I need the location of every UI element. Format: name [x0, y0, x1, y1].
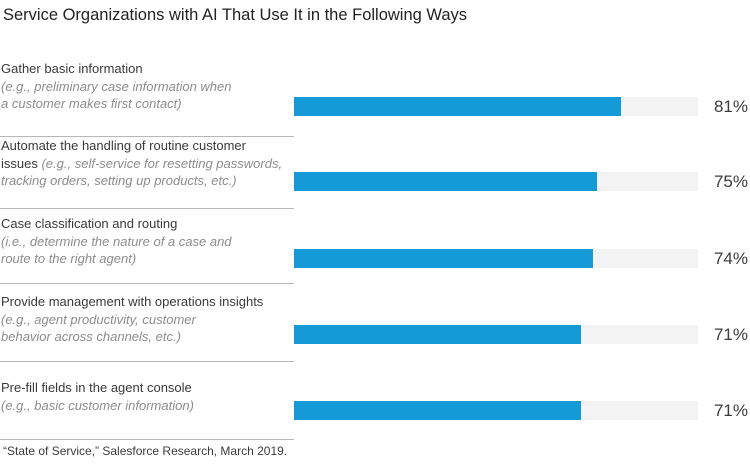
- value-label: 71%: [713, 401, 748, 420]
- category-example: (e.g., self-service for resetting passwo…: [37, 155, 283, 171]
- category-label-line: issues (e.g., self-service for resetting…: [1, 155, 293, 173]
- category-label-line: Automate the handling of routine custome…: [1, 137, 293, 155]
- bar: [294, 249, 593, 268]
- category-label-line: Pre-fill fields in the agent console: [1, 379, 293, 397]
- category-example: tracking orders, setting up products, et…: [1, 173, 237, 188]
- value-label: 71%: [713, 325, 748, 344]
- category-label-line: (e.g., preliminary case information when: [1, 78, 293, 96]
- category-label-line: (i.e., determine the nature of a case an…: [1, 233, 293, 251]
- chart-source: “State of Service,” Salesforce Research,…: [3, 444, 288, 458]
- category-name: Gather basic information: [1, 61, 143, 76]
- bar: [294, 401, 581, 420]
- bar-track: [294, 172, 698, 191]
- row-divider: [0, 361, 294, 362]
- category-label-line: behavior across channels, etc.): [1, 328, 293, 346]
- category-label: Pre-fill fields in the agent console (e.g…: [1, 379, 293, 414]
- category-label-line: (e.g., basic customer information): [1, 397, 293, 415]
- category-example: (e.g., preliminary case information when: [1, 78, 232, 94]
- category-example: (e.g., basic customer information): [1, 397, 194, 413]
- category-label: Automate the handling of routine custome…: [1, 137, 293, 190]
- category-example: (i.e., determine the nature of a case an…: [1, 233, 232, 249]
- bar-track: [294, 325, 698, 344]
- bar: [294, 325, 581, 344]
- bar: [294, 172, 597, 191]
- category-label: Gather basic information (e.g., prelimina…: [1, 60, 293, 113]
- category-example: a customer makes first contact): [1, 96, 182, 111]
- category-name: issues: [1, 155, 38, 171]
- category-label: Provide management with operations insig…: [1, 293, 293, 346]
- category-label-line: Gather basic information: [1, 60, 293, 78]
- row-divider: [0, 136, 294, 137]
- row-divider: [0, 283, 294, 284]
- category-label: Case classification and routing (i.e., de…: [1, 215, 293, 268]
- category-example: behavior across channels, etc.): [1, 329, 181, 344]
- category-example: (e.g., agent productivity, customer: [1, 311, 196, 327]
- bar-track: [294, 401, 698, 420]
- category-label-line: Provide management with operations insig…: [1, 293, 293, 311]
- row-divider: [0, 208, 294, 209]
- category-label-line: (e.g., agent productivity, customer: [1, 311, 293, 329]
- bar-track: [294, 249, 698, 268]
- bar-track: [294, 97, 698, 116]
- value-label: 75%: [713, 172, 748, 191]
- chart-title: Service Organizations with AI That Use I…: [3, 6, 468, 24]
- category-name: Provide management with operations insig…: [1, 294, 264, 309]
- category-name: Pre-fill fields in the agent console: [1, 380, 192, 395]
- bar: [294, 97, 622, 116]
- category-name: Case classification and routing: [1, 216, 178, 231]
- category-label-line: a customer makes first contact): [1, 95, 293, 113]
- value-label: 81%: [713, 97, 748, 116]
- category-label-line: route to the right agent): [1, 250, 293, 268]
- category-name: Automate the handling of routine custome…: [1, 138, 246, 153]
- category-label-line: tracking orders, setting up products, et…: [1, 172, 293, 190]
- value-label: 74%: [713, 249, 748, 268]
- category-label-line: Case classification and routing: [1, 215, 293, 233]
- row-divider: [0, 439, 294, 440]
- category-example: route to the right agent): [1, 251, 137, 266]
